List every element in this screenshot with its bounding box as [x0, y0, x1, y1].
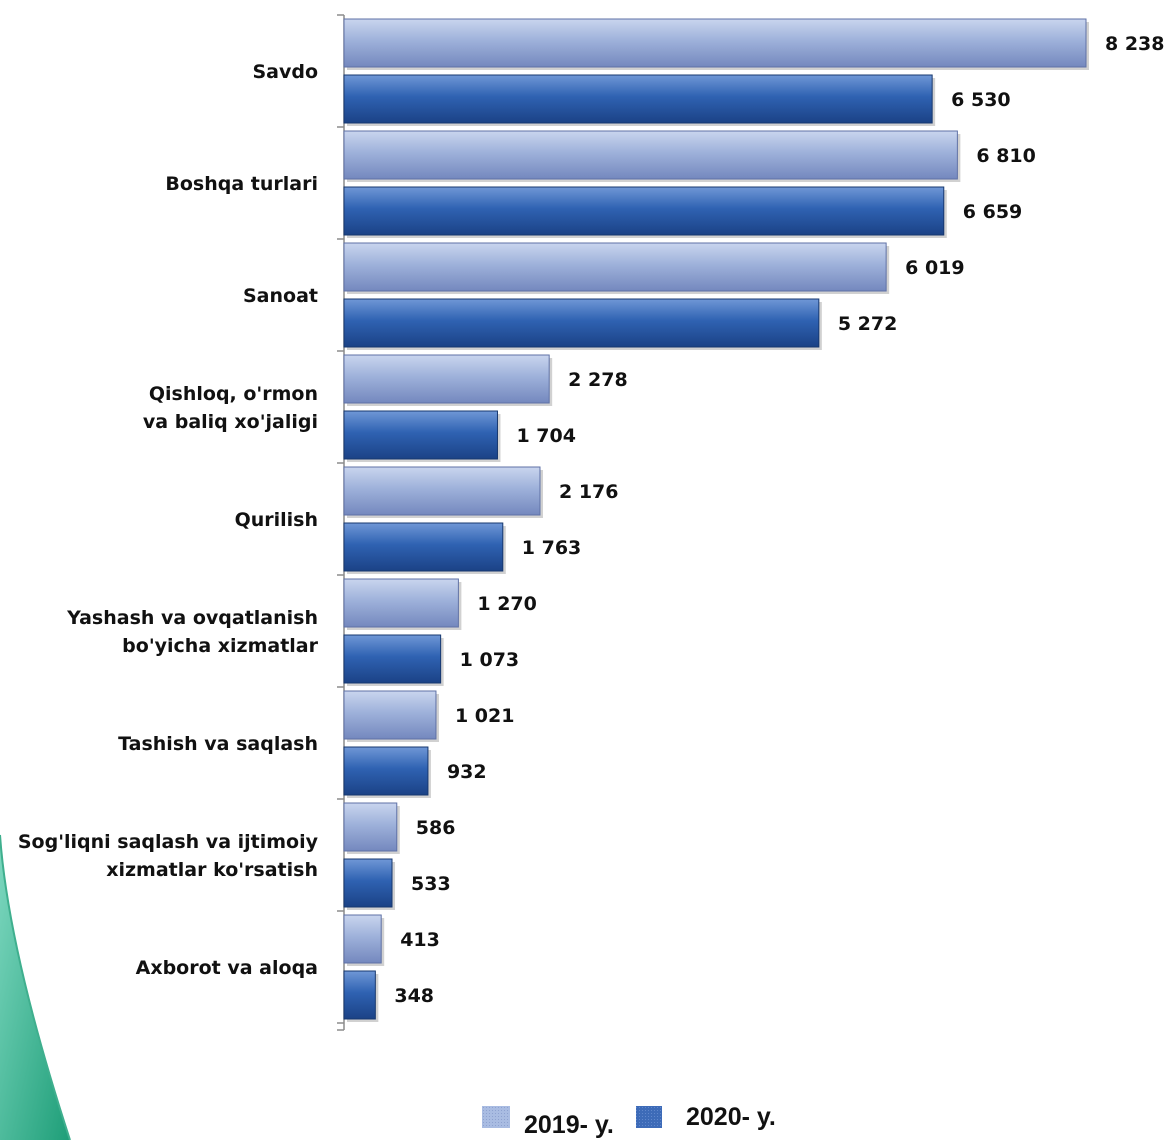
- bar-series-2: [343, 298, 822, 350]
- data-label: 932: [447, 761, 487, 783]
- bar: [343, 410, 498, 460]
- data-label: 533: [411, 873, 451, 895]
- bar: [343, 130, 958, 180]
- legend-swatch: [482, 1106, 510, 1128]
- bar-series-1: [343, 914, 385, 966]
- data-label: 2 176: [559, 481, 619, 503]
- bar-series-1: [343, 130, 961, 182]
- data-label: 2 278: [568, 369, 628, 391]
- category-label: Boshqa turlari: [165, 173, 318, 195]
- bar: [343, 298, 820, 348]
- data-label: 1 704: [516, 425, 576, 447]
- data-label: 1 270: [477, 593, 537, 615]
- data-label: 8 238: [1105, 33, 1165, 55]
- bar-series-2: [343, 74, 936, 126]
- data-label: 586: [416, 817, 456, 839]
- category-label: Sanoat: [243, 285, 318, 307]
- bar: [343, 970, 376, 1020]
- category-label: xizmatlar ko'rsatish: [106, 859, 318, 881]
- category-label: Qurilish: [235, 509, 318, 531]
- data-label: 5 272: [838, 313, 898, 335]
- bar-series-1: [343, 578, 462, 630]
- bar: [343, 18, 1087, 68]
- data-label: 6 019: [905, 257, 965, 279]
- bar-series-2: [343, 970, 379, 1022]
- legend-label: 2020- y.: [686, 1103, 776, 1131]
- data-label: 6 810: [976, 145, 1035, 167]
- legend-label: 2019- y.: [524, 1111, 614, 1139]
- bar-series-1: [343, 466, 543, 518]
- bar: [343, 242, 887, 292]
- category-label: va baliq xo'jaligi: [143, 411, 318, 433]
- legend-item-1: 2019- y.: [482, 1106, 614, 1139]
- bar: [343, 466, 541, 516]
- bar-series-2: [343, 410, 501, 462]
- data-label: 6 530: [951, 89, 1011, 111]
- bar-series-2: [343, 522, 506, 574]
- bar-series-1: [343, 690, 439, 742]
- bar-series-1: [343, 802, 400, 854]
- data-label: 413: [400, 929, 440, 951]
- bar: [343, 186, 945, 236]
- bar: [343, 354, 550, 404]
- y-axis: [337, 14, 345, 1031]
- category-label: Sog'liqni saqlash va ijtimoiy: [18, 831, 319, 853]
- labels: Savdo Boshqa turlari Sanoat Qishloq, o'rmon…: [18, 33, 1165, 1007]
- bar-series-1: [343, 354, 553, 406]
- bars: [343, 18, 1089, 1022]
- bar: [343, 522, 504, 572]
- data-label: 1 021: [455, 705, 515, 727]
- bar: [343, 858, 393, 908]
- bar: [343, 74, 933, 124]
- legend-swatch: [636, 1106, 662, 1128]
- bar-series-2: [343, 858, 396, 910]
- data-label: 6 659: [963, 201, 1023, 223]
- bar: [343, 690, 437, 740]
- bar-series-1: [343, 18, 1089, 70]
- bar-series-2: [343, 634, 444, 686]
- bar: [343, 634, 442, 684]
- category-label: Savdo: [252, 61, 318, 83]
- category-label: Axborot va aloqa: [136, 957, 318, 979]
- bar-series-2: [343, 186, 947, 238]
- category-label: bo'yicha xizmatlar: [122, 635, 318, 657]
- bar-series-2: [343, 746, 431, 798]
- data-label: 1 073: [460, 649, 519, 671]
- category-label: Yashash va ovqatlanish: [66, 607, 318, 629]
- legend-item-2: 2020- y.: [636, 1103, 776, 1131]
- category-label: Tashish va saqlash: [118, 733, 318, 755]
- bar: [343, 802, 398, 852]
- data-label: 1 763: [522, 537, 582, 559]
- category-label: Qishloq, o'rmon: [149, 383, 318, 405]
- data-label: 348: [394, 985, 434, 1007]
- bar: [343, 578, 459, 628]
- bar: [343, 746, 429, 796]
- legend: 2019- y. 2020- y.: [482, 1103, 776, 1139]
- bar-series-1: [343, 242, 890, 294]
- bar: [343, 914, 382, 964]
